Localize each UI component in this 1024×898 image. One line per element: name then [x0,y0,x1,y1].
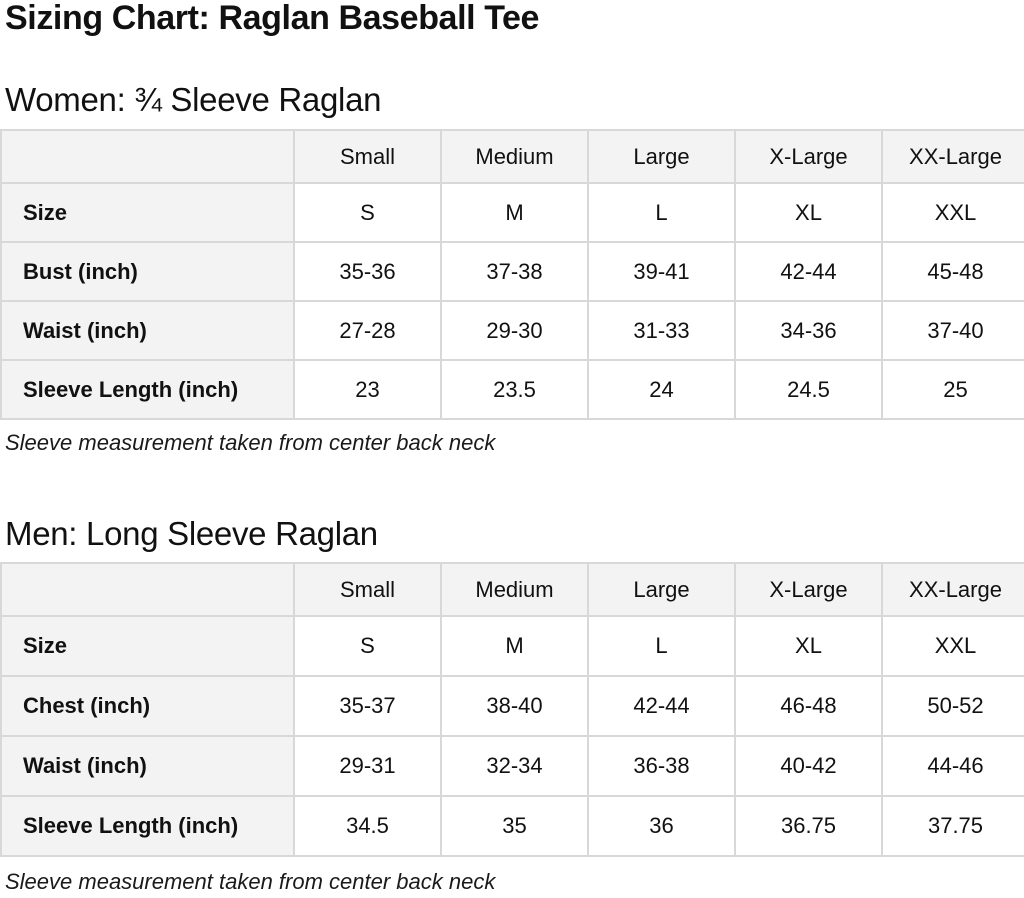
size-cell: 36 [587,795,736,857]
column-header-xlarge: X-Large [734,562,883,617]
column-header-xxlarge: XX-Large [881,562,1024,617]
table-note: Sleeve measurement taken from center bac… [5,869,496,894]
size-cell: 23 [293,359,442,420]
men-section: Men: Long Sleeve Raglan Small Medium Lar… [0,514,1024,896]
table-row-size: Size S M L XL XXL [0,182,1024,243]
section-heading-women: Women: ¾ Sleeve Raglan [5,81,382,118]
size-cell: 34-36 [734,300,883,361]
size-cell: XL [734,182,883,243]
size-cell: 38-40 [440,675,589,737]
table-row-waist: Waist (inch) 29-31 32-34 36-38 40-42 44-… [0,735,1024,797]
column-header-large: Large [587,562,736,617]
column-header-xxlarge: XX-Large [881,129,1024,184]
table-row-size: Size S M L XL XXL [0,615,1024,677]
row-label: Chest (inch) [0,675,295,737]
size-cell: 35-37 [293,675,442,737]
size-cell: 37.75 [881,795,1024,857]
size-cell: 42-44 [734,241,883,302]
column-header-blank [0,562,295,617]
table-row-sleeve-length: Sleeve Length (inch) 34.5 35 36 36.75 37… [0,795,1024,857]
column-header-small: Small [293,129,442,184]
column-header-xlarge: X-Large [734,129,883,184]
size-cell: 35-36 [293,241,442,302]
size-cell: 29-30 [440,300,589,361]
size-cell: 46-48 [734,675,883,737]
size-cell: XXL [881,182,1024,243]
size-cell: 45-48 [881,241,1024,302]
row-label: Sleeve Length (inch) [0,359,295,420]
column-header-medium: Medium [440,562,589,617]
size-cell: 27-28 [293,300,442,361]
size-cell: 37-40 [881,300,1024,361]
row-label: Bust (inch) [0,241,295,302]
women-section: Women: ¾ Sleeve Raglan Small Medium Larg… [0,80,1024,457]
header-row: Small Medium Large X-Large XX-Large [0,129,1024,184]
size-cell: 42-44 [587,675,736,737]
column-header-large: Large [587,129,736,184]
section-heading-men: Men: Long Sleeve Raglan [5,515,378,552]
table-note: Sleeve measurement taken from center bac… [5,430,496,455]
size-cell: 50-52 [881,675,1024,737]
size-cell: L [587,182,736,243]
size-cell: 34.5 [293,795,442,857]
size-cell: 24 [587,359,736,420]
size-cell: S [293,182,442,243]
size-cell: 39-41 [587,241,736,302]
header-row: Small Medium Large X-Large XX-Large [0,562,1024,617]
size-cell: 25 [881,359,1024,420]
size-cell: 37-38 [440,241,589,302]
size-cell: XXL [881,615,1024,677]
page-title: Sizing Chart: Raglan Baseball Tee [5,0,540,37]
women-size-table: Small Medium Large X-Large XX-Large Size… [0,129,1024,420]
size-cell: 36.75 [734,795,883,857]
column-header-medium: Medium [440,129,589,184]
size-cell: 35 [440,795,589,857]
size-cell: L [587,615,736,677]
size-cell: 36-38 [587,735,736,797]
men-size-table: Small Medium Large X-Large XX-Large Size… [0,562,1024,857]
size-cell: M [440,182,589,243]
column-header-blank [0,129,295,184]
size-cell: 31-33 [587,300,736,361]
row-label: Waist (inch) [0,300,295,361]
size-cell: 40-42 [734,735,883,797]
size-cell: 24.5 [734,359,883,420]
table-row-sleeve-length: Sleeve Length (inch) 23 23.5 24 24.5 25 [0,359,1024,420]
row-label: Size [0,615,295,677]
row-label: Size [0,182,295,243]
size-cell: 29-31 [293,735,442,797]
table-row-chest: Chest (inch) 35-37 38-40 42-44 46-48 50-… [0,675,1024,737]
size-cell: 23.5 [440,359,589,420]
row-label: Sleeve Length (inch) [0,795,295,857]
size-cell: S [293,615,442,677]
size-cell: M [440,615,589,677]
table-row-waist: Waist (inch) 27-28 29-30 31-33 34-36 37-… [0,300,1024,361]
column-header-small: Small [293,562,442,617]
size-cell: 32-34 [440,735,589,797]
size-cell: XL [734,615,883,677]
row-label: Waist (inch) [0,735,295,797]
table-row-bust: Bust (inch) 35-36 37-38 39-41 42-44 45-4… [0,241,1024,302]
size-cell: 44-46 [881,735,1024,797]
